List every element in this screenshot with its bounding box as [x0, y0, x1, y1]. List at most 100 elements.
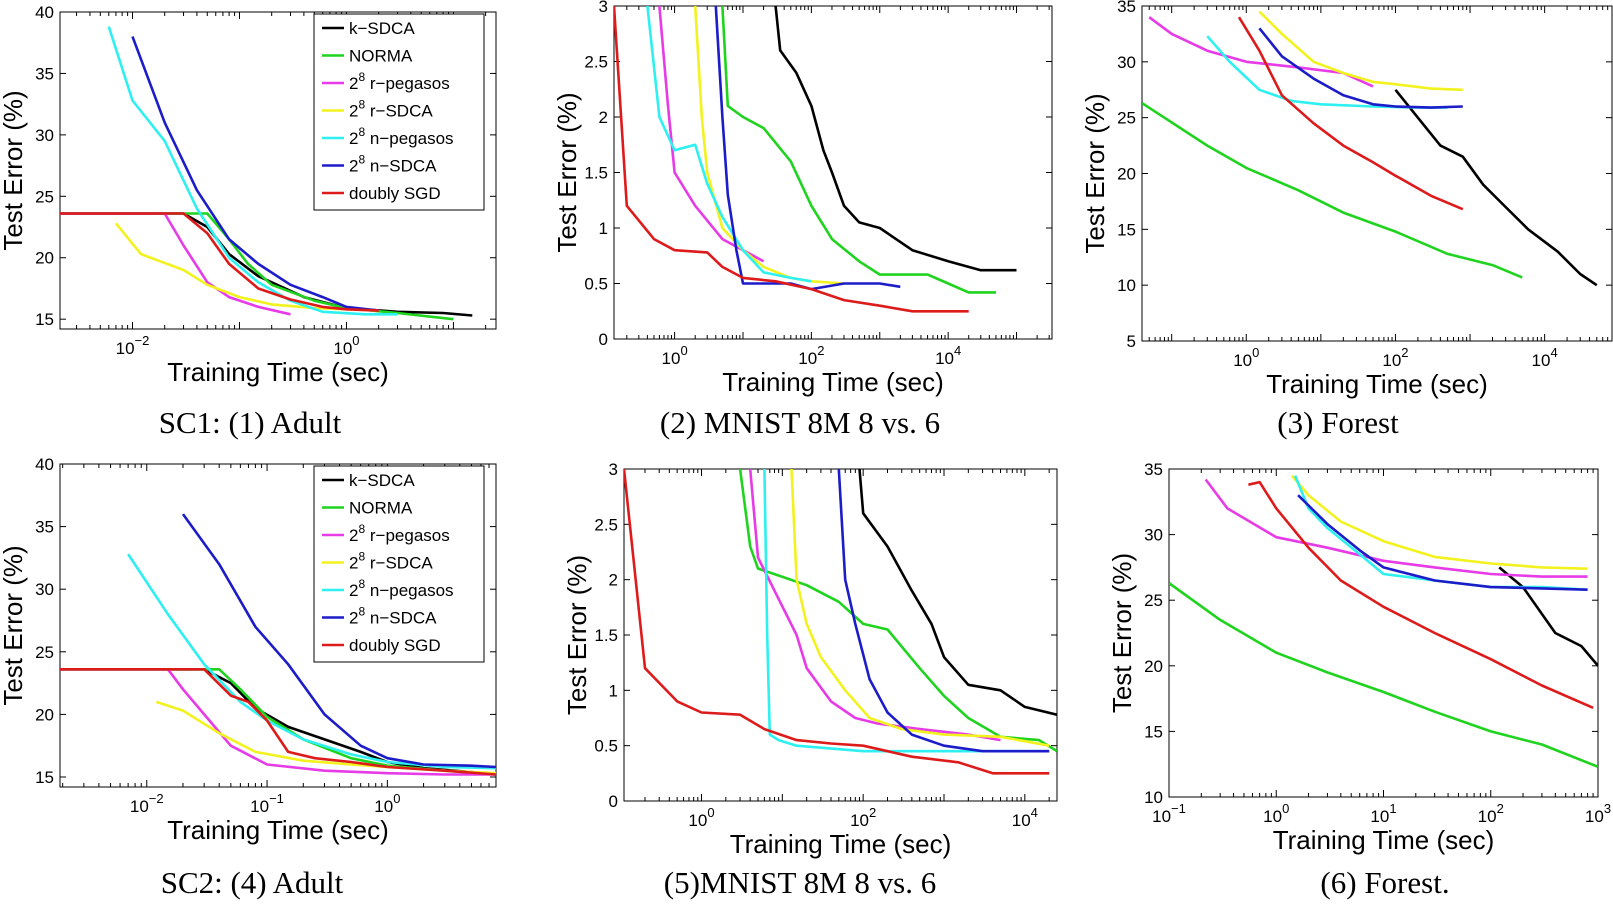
y-tick-label: 25 — [35, 643, 54, 662]
series-line-doubly-sgd — [1237, 16, 1464, 211]
series-group — [624, 469, 1057, 775]
y-axis-label: Test Error (%) — [1080, 93, 1110, 253]
x-tick-label: 104 — [1012, 805, 1038, 830]
y-tick-label: 20 — [35, 705, 54, 724]
chart-panel-3: 100 102 104 5 10 15 20 25 30 35 Training Time (sec… — [1080, 0, 1613, 440]
series-line-doubly-sgd — [60, 212, 379, 312]
y-tick-label: 40 — [35, 455, 54, 474]
legend-entry-label: 28 r−pegasos — [349, 70, 450, 93]
chart-panel-1: 10−2 100 15 20 25 30 35 40 Training Time (sec) Te… — [0, 3, 497, 440]
legend-entry-label: NORMA — [349, 47, 413, 66]
y-tick-label: 1 — [609, 681, 618, 700]
legend-box — [313, 465, 485, 663]
series-line-doubly-sgd — [624, 469, 1050, 775]
x-tick-label: 102 — [1478, 801, 1504, 826]
series-group — [1169, 474, 1598, 769]
y-tick-label: 15 — [1117, 220, 1136, 239]
series-line-r-pegasos — [658, 6, 765, 263]
y-tick-label: 2.5 — [594, 515, 618, 534]
series-line-norma — [1142, 102, 1523, 279]
panel-caption: (3) Forest — [1277, 405, 1399, 440]
chart-panel-5: 100 102 104 0 0.5 1 1.5 2 2.5 3 Training Time (sec… — [562, 460, 1058, 900]
x-tick-label: 102 — [1382, 345, 1408, 370]
plot-frame — [59, 11, 497, 330]
legend-entry-label: 28 r−SDCA — [349, 550, 433, 573]
series-line-norma — [721, 6, 996, 294]
y-tick-label: 35 — [1144, 460, 1163, 479]
y-tick-label: 0.5 — [594, 737, 618, 756]
legend-entry-label: 28 r−SDCA — [349, 98, 433, 121]
series-line-k-sdca — [1394, 88, 1598, 287]
y-tick-label: 5 — [1127, 332, 1136, 351]
y-tick-label: 2 — [609, 571, 618, 590]
x-tick-label: 100 — [1233, 345, 1259, 370]
series-line-k-sdca — [1498, 566, 1598, 667]
legend-box — [313, 13, 485, 211]
y-tick-label: 30 — [1117, 53, 1136, 72]
panel-caption: SC2: (4) Adult — [161, 865, 344, 900]
x-tick-label: 100 — [1263, 801, 1289, 826]
series-group — [60, 513, 496, 776]
panel-caption: SC1: (1) Adult — [159, 405, 342, 440]
series-line-k-sdca — [858, 469, 1057, 716]
chart-panel-6: 10−1 100 101 102 103 10 15 20 25 30 35 Training Tim… — [1107, 460, 1611, 900]
legend-entry-label: 28 n−pegasos — [349, 125, 454, 148]
y-tick-label: 40 — [35, 3, 54, 22]
x-tick-label: 104 — [935, 343, 961, 368]
y-tick-label: 0 — [609, 792, 618, 811]
series-line-r-pegasos — [60, 212, 291, 316]
y-tick-label: 25 — [35, 187, 54, 206]
y-axis-label: Test Error (%) — [552, 92, 582, 252]
y-tick-label: 35 — [35, 518, 54, 537]
x-axis-label: Training Time (sec) — [730, 829, 952, 859]
y-tick-label: 30 — [35, 580, 54, 599]
series-line-k-sdca — [60, 668, 496, 776]
y-tick-label: 25 — [1144, 591, 1163, 610]
series-line-r-sdca — [155, 700, 496, 775]
series-line-doubly-sgd — [614, 6, 969, 313]
legend: k−SDCA NORMA 28 r−pegasos 28 r−SDCA 28 n−peg… — [313, 465, 485, 663]
series-line-r-pegasos — [748, 469, 1001, 742]
x-tick-label: 102 — [798, 343, 824, 368]
series-line-n-sdca — [714, 6, 901, 291]
x-axis-label: Training Time (sec) — [1266, 369, 1488, 399]
legend-entry-label: 28 n−SDCA — [349, 605, 437, 628]
series-line-doubly-sgd — [1248, 480, 1594, 709]
series-line-n-sdca — [837, 469, 1050, 753]
y-axis-label: Test Error (%) — [562, 555, 592, 715]
legend-entry-label: 28 n−pegasos — [349, 577, 454, 600]
legend-entry-label: k−SDCA — [349, 19, 415, 38]
x-tick-label: 10−1 — [1152, 801, 1186, 826]
series-group — [60, 26, 473, 321]
series-line-n-pegasos — [646, 6, 812, 283]
y-tick-label: 10 — [1144, 788, 1163, 807]
series-line-k-sdca — [774, 6, 1017, 272]
plot-frame — [59, 463, 497, 788]
panel-caption: (5)MNIST 8M 8 vs. 6 — [664, 865, 936, 900]
y-axis-label: Test Error (%) — [1107, 553, 1137, 713]
chart-panel-4: 10−2 10−1 100 15 20 25 30 35 40 Training Time (se… — [0, 455, 497, 900]
series-line-n-sdca — [181, 513, 496, 769]
series-line-n-pegasos — [107, 26, 398, 316]
x-axis-label: Training Time (sec) — [722, 367, 944, 397]
series-line-r-sdca — [1290, 474, 1588, 570]
legend-entry-label: doubly SGD — [349, 636, 441, 655]
x-axis-label: Training Time (sec) — [1273, 825, 1495, 855]
y-tick-label: 35 — [35, 64, 54, 83]
panel-caption: (6) Forest. — [1320, 865, 1449, 900]
y-tick-label: 30 — [1144, 526, 1163, 545]
y-tick-label: 2 — [599, 108, 608, 127]
x-tick-label: 10−2 — [130, 791, 164, 816]
x-tick-label: 102 — [850, 805, 876, 830]
series-line-n-sdca — [1297, 494, 1588, 591]
series-line-norma — [1169, 582, 1598, 769]
series-line-r-pegasos — [60, 668, 496, 776]
y-tick-label: 3 — [599, 0, 608, 16]
series-line-r-sdca — [790, 469, 1050, 747]
legend-entry-label: doubly SGD — [349, 184, 441, 203]
series-line-n-sdca — [1258, 27, 1463, 109]
y-tick-label: 20 — [1144, 657, 1163, 676]
y-tick-label: 15 — [1144, 722, 1163, 741]
y-tick-label: 15 — [35, 310, 54, 329]
x-tick-label: 100 — [374, 791, 400, 816]
